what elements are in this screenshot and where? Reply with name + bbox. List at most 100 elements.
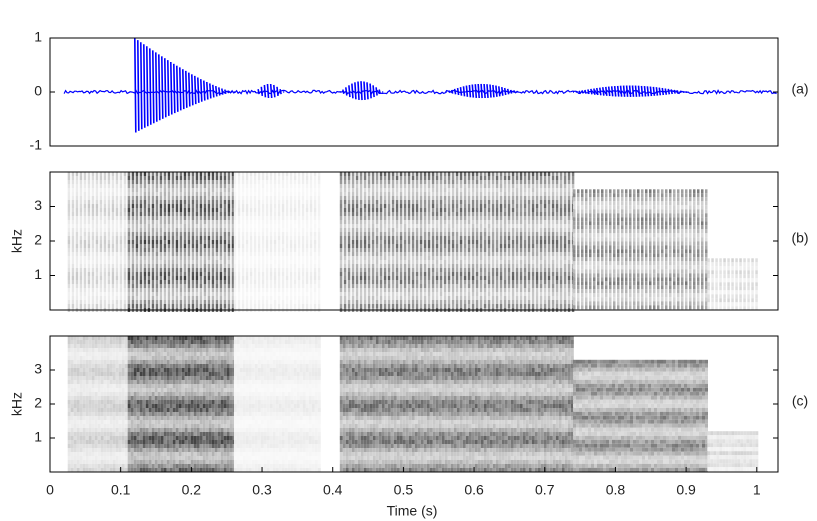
spectrogram-cell xyxy=(187,288,191,292)
spectrogram-cell xyxy=(577,205,580,210)
spectrogram-cell xyxy=(111,256,115,260)
spectrogram-cell xyxy=(195,192,199,196)
spectrogram-cell xyxy=(293,268,297,272)
spectrogram-cell xyxy=(79,252,83,256)
spectrogram-cell xyxy=(135,252,139,256)
spectrogram-cell xyxy=(411,264,415,268)
spectrogram-cell xyxy=(159,284,163,288)
spectrogram-cell xyxy=(539,176,543,180)
spectrogram-cell xyxy=(75,208,79,212)
spectrogram-cell xyxy=(351,184,355,188)
spectrogram-cell xyxy=(443,216,447,220)
spectrogram-cell xyxy=(463,224,467,228)
spectrogram-cell xyxy=(543,292,547,296)
spectrogram-cell xyxy=(363,236,367,240)
spectrogram-cell xyxy=(539,212,543,216)
spectrogram-cell xyxy=(427,224,431,228)
spectrogram-cell xyxy=(455,180,459,184)
spectrogram-cell xyxy=(403,304,407,308)
spectrogram-cell xyxy=(511,252,515,256)
spectrogram-cell xyxy=(625,265,628,270)
spectrogram-cell xyxy=(187,232,191,236)
spectrogram-cell xyxy=(273,232,277,236)
spectrogram-cell xyxy=(585,201,588,206)
spectrogram-cell xyxy=(285,188,289,192)
spectrogram-cell xyxy=(293,228,297,232)
spectrogram-cell xyxy=(249,272,253,276)
spectrogram-cell xyxy=(649,225,652,230)
spectrogram-cell xyxy=(95,256,99,260)
spectrogram-cell xyxy=(179,228,183,232)
spectrogram-cell xyxy=(103,228,107,232)
spectrogram-cell xyxy=(475,228,479,232)
spectrogram-cell xyxy=(601,293,604,298)
spectrogram-cell xyxy=(555,228,559,232)
spectrogram-cell xyxy=(219,220,223,224)
spectrogram-cell xyxy=(219,260,223,264)
spectrogram-cell xyxy=(119,180,123,184)
spectrogram-cell xyxy=(455,188,459,192)
spectrogram-cell xyxy=(277,240,281,244)
spectrogram-cell xyxy=(347,188,351,192)
spectrogram-cell xyxy=(515,300,519,304)
spectrogram-cell xyxy=(309,276,313,280)
spectrogram-cell xyxy=(175,284,179,288)
spectrogram-cell xyxy=(281,188,285,192)
spectrogram-cell xyxy=(87,200,91,204)
spectrogram-cell xyxy=(463,256,467,260)
spectrogram-cell xyxy=(543,224,547,228)
spectrogram-cell xyxy=(383,184,387,188)
spectrogram-cell xyxy=(387,188,391,192)
spectrogram-cell xyxy=(261,256,265,260)
spectrogram-cell xyxy=(269,288,273,292)
spectrogram-cell xyxy=(649,273,652,278)
spectrogram-cell xyxy=(103,264,107,268)
spectrogram-cell xyxy=(147,260,151,264)
spectrogram-cell xyxy=(95,276,99,280)
spectrogram-cell xyxy=(637,229,640,234)
spectrogram-cell xyxy=(233,296,237,300)
spectrogram-cell xyxy=(641,229,644,234)
spectrogram-cell xyxy=(423,228,427,232)
spectrogram-cell xyxy=(277,176,281,180)
spectrogram-cell xyxy=(459,272,463,276)
spectrogram-cell xyxy=(355,276,359,280)
spectrogram-cell xyxy=(431,300,435,304)
spectrogram-cell xyxy=(411,236,415,240)
spectrogram-cell xyxy=(99,216,103,220)
spectrogram-cell xyxy=(123,188,127,192)
spectrogram-cell xyxy=(427,240,431,244)
spectrogram-cell xyxy=(219,216,223,220)
spectrogram-cell xyxy=(265,216,269,220)
spectrogram-cell xyxy=(487,252,491,256)
spectrogram-cell xyxy=(375,184,379,188)
spectrogram-cell xyxy=(261,184,265,188)
spectrogram-cell xyxy=(351,272,355,276)
spectrogram-cell xyxy=(223,304,227,308)
spectrogram-cell xyxy=(281,240,285,244)
spectrogram-cell xyxy=(383,188,387,192)
spectrogram-cell xyxy=(95,280,99,284)
spectrogram-cell xyxy=(103,288,107,292)
spectrogram-cell xyxy=(195,220,199,224)
spectrogram-cell xyxy=(447,264,451,268)
spectrogram-cell xyxy=(305,264,309,268)
spectrogram-cell xyxy=(577,277,580,282)
spectrogram-cell xyxy=(107,228,111,232)
spectrogram-cell xyxy=(363,200,367,204)
spectrogram-cell xyxy=(297,260,301,264)
spectrogram-cell xyxy=(191,200,195,204)
spectrogram-cell xyxy=(183,236,187,240)
spectrogram-cell xyxy=(273,180,277,184)
spectrogram-cell xyxy=(435,284,439,288)
spectrogram-cell xyxy=(119,220,123,224)
spectrogram-cell xyxy=(79,188,83,192)
spectrogram-cell xyxy=(379,220,383,224)
spectrogram-cell xyxy=(79,184,83,188)
spectrogram-cell xyxy=(293,272,297,276)
spectrogram-cell xyxy=(179,224,183,228)
spectrogram-cell xyxy=(621,237,624,242)
spectrogram-cell xyxy=(99,256,103,260)
spectrogram-cell xyxy=(339,208,343,212)
spectrogram-cell xyxy=(395,272,399,276)
